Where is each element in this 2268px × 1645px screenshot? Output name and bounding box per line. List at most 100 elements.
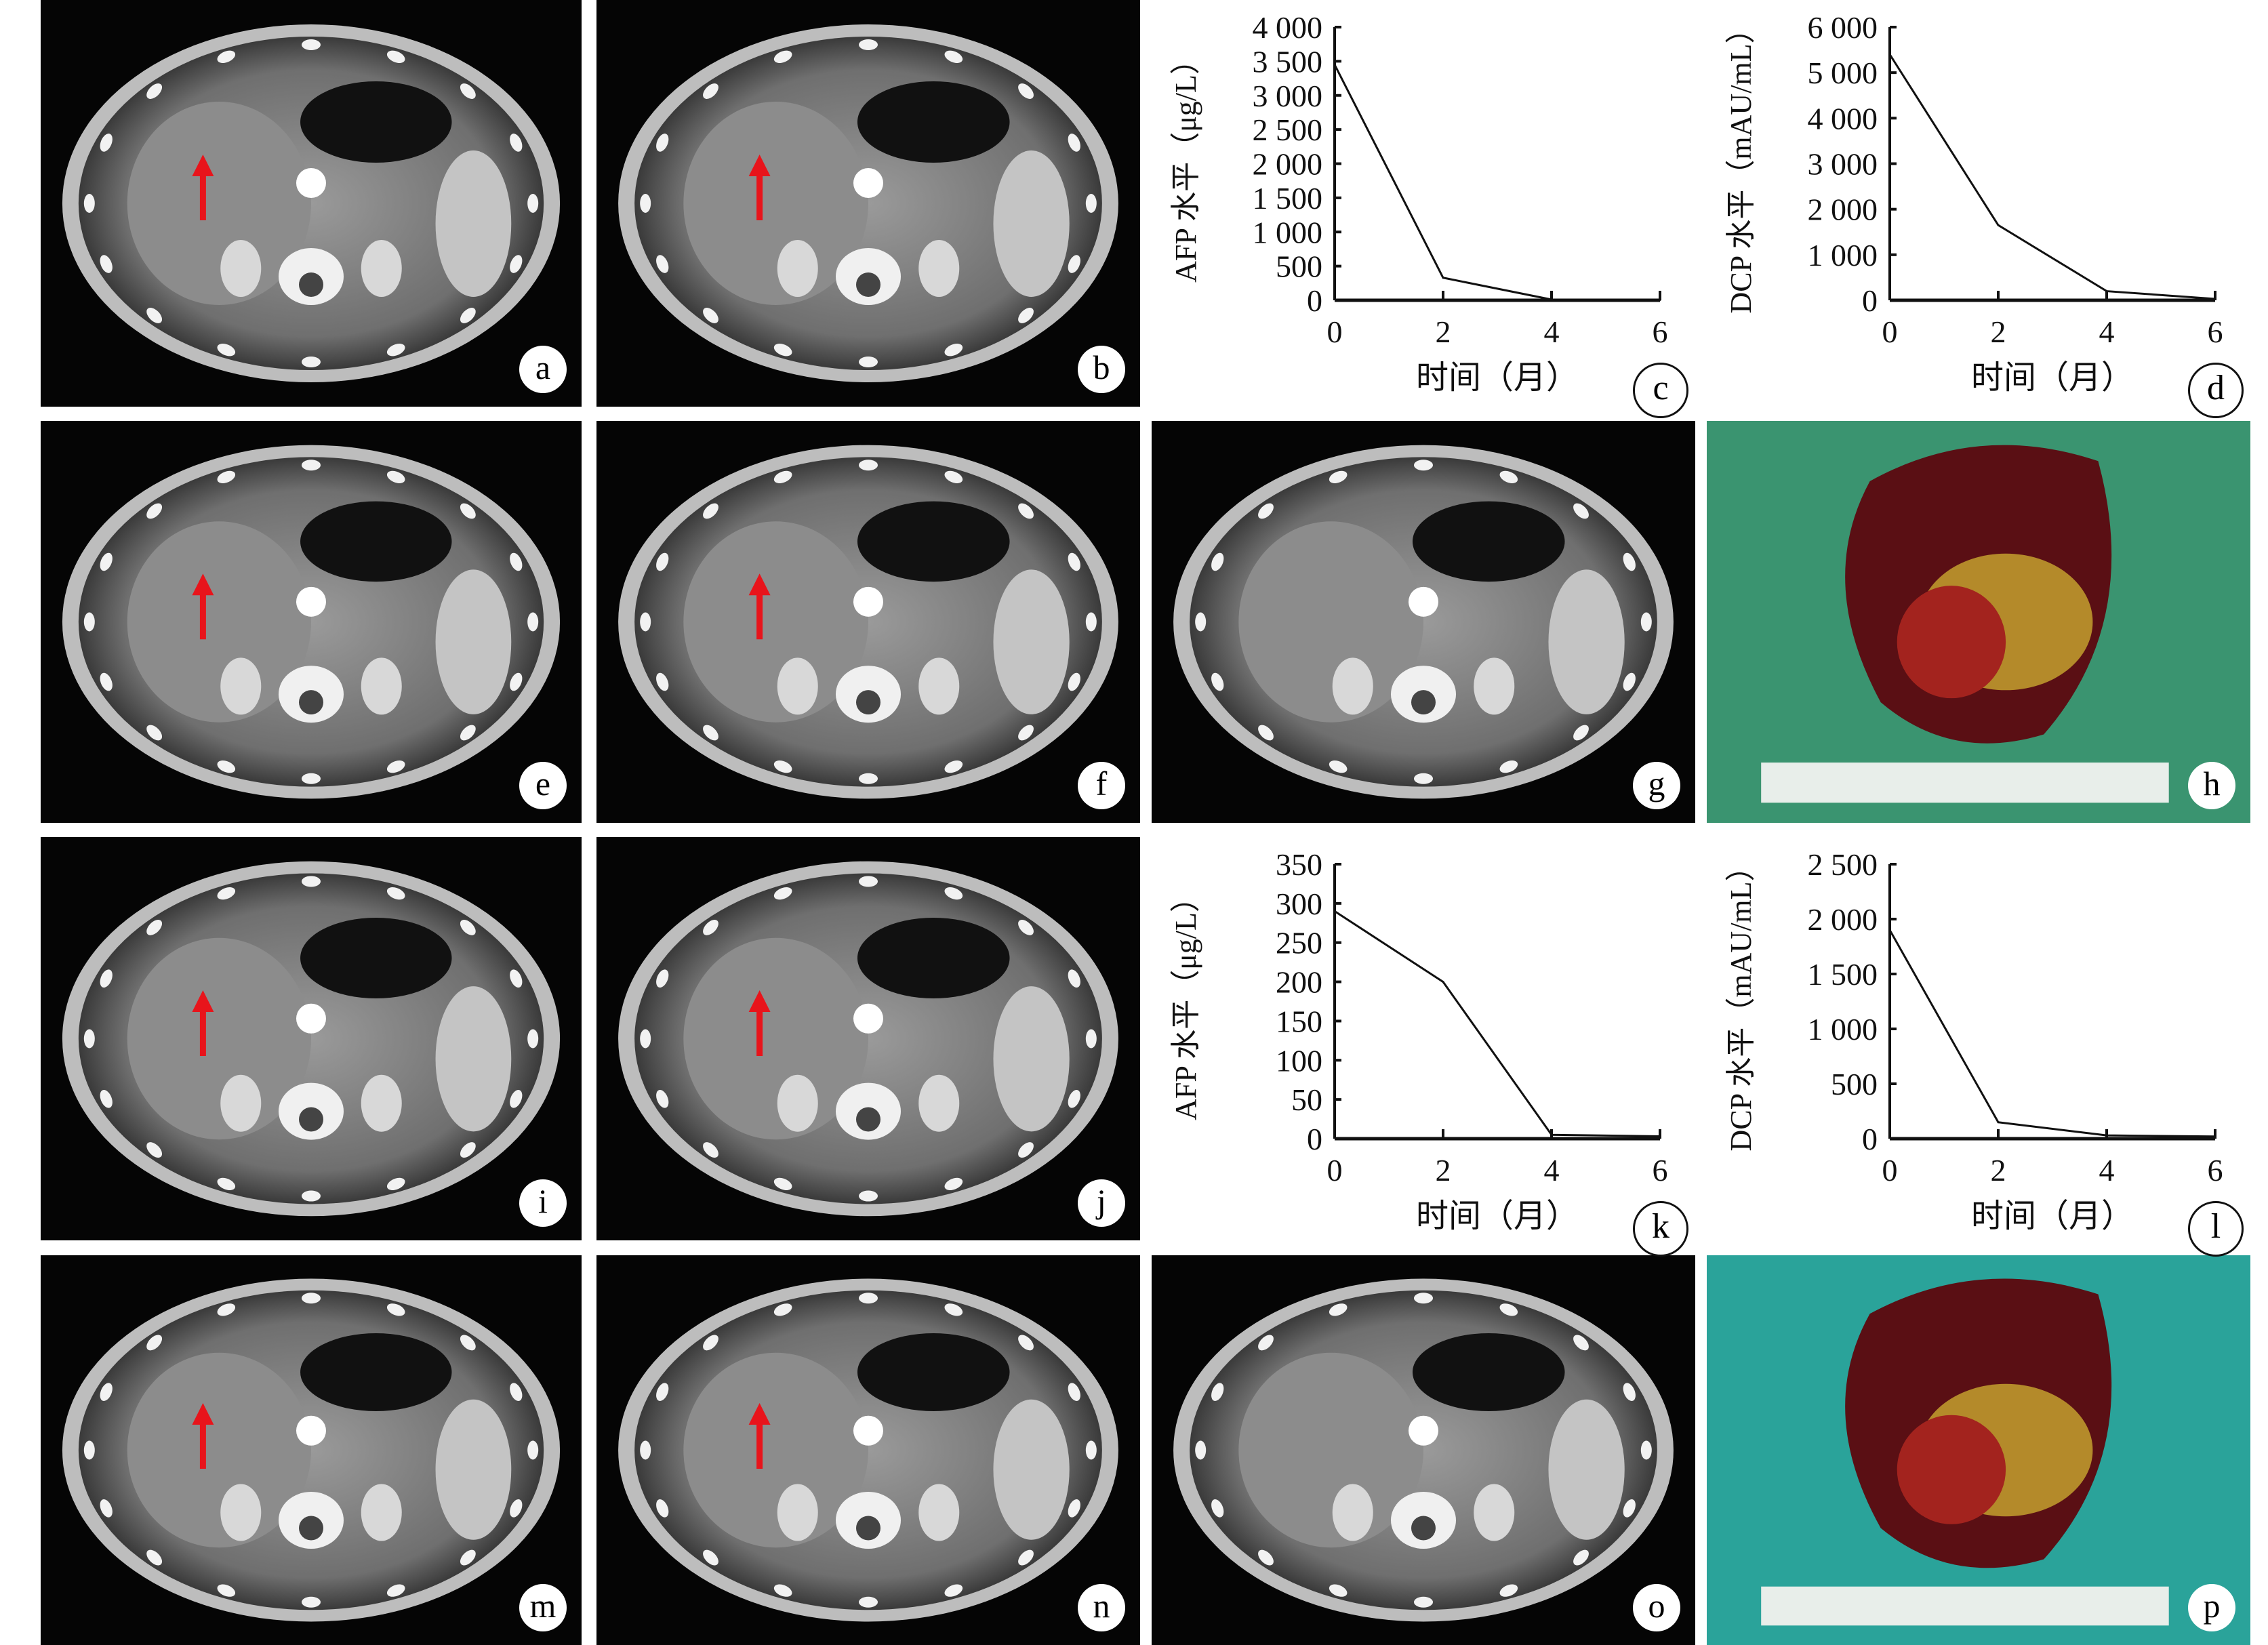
x-tick-label: 2 xyxy=(1991,1153,2006,1187)
data-point xyxy=(1550,298,1553,301)
y-tick-label: 0 xyxy=(1862,1122,1878,1156)
y-tick-label: 150 xyxy=(1276,1004,1322,1038)
panel-label: i xyxy=(519,1179,567,1227)
panel-label: j xyxy=(1078,1179,1125,1227)
panel-label: f xyxy=(1078,762,1125,809)
ct-image-a: a xyxy=(41,0,582,407)
red-arrow-icon xyxy=(192,573,214,640)
y-axis-label: AFP 水平（μg/L） xyxy=(1169,45,1202,283)
y-tick-label: 1 000 xyxy=(1253,215,1323,249)
red-arrow-icon xyxy=(748,1403,771,1469)
ct-image-m: m xyxy=(41,1255,582,1645)
ct-image-g: g xyxy=(1152,421,1695,823)
series-line xyxy=(1888,54,2216,300)
y-tick-label: 2 500 xyxy=(1253,113,1323,147)
data-point xyxy=(1888,53,1891,56)
x-tick-label: 4 xyxy=(2099,1153,2115,1187)
y-tick-label: 350 xyxy=(1276,847,1322,882)
x-tick-label: 4 xyxy=(1544,314,1560,349)
panel-label: a xyxy=(519,346,567,393)
data-point xyxy=(1442,981,1444,983)
line-chart-d: 0 1 000 2 000 3 000 4 000 5 000 6 000 0 2 4 6 DCP 水… xyxy=(1707,0,2250,418)
y-tick-label: 3 000 xyxy=(1253,79,1323,113)
specimen-photo-h: h xyxy=(1707,421,2250,823)
panel-label: k xyxy=(1633,1201,1688,1257)
data-point xyxy=(1997,1121,2000,1124)
x-tick-label: 0 xyxy=(1882,1153,1898,1187)
x-tick-label: 2 xyxy=(1991,314,2006,349)
data-point xyxy=(2214,1135,2216,1138)
x-tick-label: 4 xyxy=(1544,1153,1560,1187)
x-tick-label: 6 xyxy=(1653,314,1668,349)
y-tick-label: 1 000 xyxy=(1808,238,1878,272)
x-axis-label: 时间（月） xyxy=(1971,1198,2134,1234)
y-tick-label: 500 xyxy=(1831,1067,1878,1101)
x-axis-label: 时间（月） xyxy=(1416,360,1579,396)
panel-label: b xyxy=(1078,346,1125,393)
red-arrow-icon xyxy=(748,573,771,640)
panel-label: d xyxy=(2188,363,2244,418)
x-axis-label: 时间（月） xyxy=(1971,360,2134,396)
series-line xyxy=(1333,64,1661,301)
ct-image-o: o xyxy=(1152,1255,1695,1645)
x-tick-label: 2 xyxy=(1436,1153,1451,1187)
y-tick-label: 200 xyxy=(1276,965,1322,1000)
ct-image-n: n xyxy=(596,1255,1140,1645)
panel-label: e xyxy=(519,762,567,809)
red-arrow-icon xyxy=(748,155,771,220)
y-tick-label: 2 000 xyxy=(1253,147,1323,182)
data-point xyxy=(1333,910,1336,912)
red-arrow-icon xyxy=(192,155,214,220)
data-point xyxy=(2214,298,2216,300)
y-tick-label: 250 xyxy=(1276,926,1322,960)
y-axis-label: DCP 水平（mAU/mL） xyxy=(1724,851,1758,1151)
x-tick-label: 0 xyxy=(1882,314,1898,349)
ct-image-i: i xyxy=(41,837,582,1240)
y-tick-label: 50 xyxy=(1291,1082,1322,1117)
y-tick-label: 2 000 xyxy=(1808,192,1878,227)
y-tick-label: 0 xyxy=(1307,1122,1322,1156)
ct-image-e: e xyxy=(41,421,582,823)
x-tick-label: 6 xyxy=(2208,1153,2223,1187)
y-tick-label: 100 xyxy=(1276,1043,1322,1078)
data-point xyxy=(1888,929,1891,931)
panel-label: p xyxy=(2188,1584,2235,1631)
y-tick-label: 500 xyxy=(1276,249,1322,284)
panel-label: m xyxy=(519,1584,567,1631)
y-tick-label: 6 000 xyxy=(1808,10,1878,45)
panel-label: g xyxy=(1633,762,1680,809)
line-chart-l: 0 500 1 000 1 500 2 000 2 500 0 2 4 6 DCP 水平（mAU/m… xyxy=(1707,837,2250,1257)
ct-image-b: b xyxy=(596,0,1140,407)
y-tick-label: 1 500 xyxy=(1808,957,1878,992)
series-line xyxy=(1334,910,1661,1138)
x-tick-label: 6 xyxy=(2208,314,2223,349)
panel-label: n xyxy=(1078,1584,1125,1631)
x-tick-label: 4 xyxy=(2099,314,2115,349)
y-tick-label: 2 000 xyxy=(1808,902,1878,937)
red-arrow-icon xyxy=(192,990,214,1056)
red-arrow-icon xyxy=(192,1403,214,1469)
data-point xyxy=(1550,1133,1553,1136)
specimen-photo-p: p xyxy=(1707,1255,2250,1645)
y-tick-label: 3 500 xyxy=(1253,44,1323,79)
x-tick-label: 0 xyxy=(1327,314,1343,349)
data-point xyxy=(2105,1134,2108,1137)
data-point xyxy=(1659,1135,1661,1138)
y-tick-label: 4 000 xyxy=(1808,101,1878,136)
ct-image-f: f xyxy=(596,421,1140,823)
y-axis-label: AFP 水平（μg/L） xyxy=(1169,882,1202,1120)
y-tick-label: 300 xyxy=(1276,887,1322,921)
data-point xyxy=(2105,290,2108,293)
x-tick-label: 6 xyxy=(1653,1153,1668,1187)
panel-label: c xyxy=(1633,363,1688,418)
red-arrow-icon xyxy=(748,990,771,1056)
series-line xyxy=(1888,929,2216,1138)
y-tick-label: 4 000 xyxy=(1253,10,1323,45)
y-tick-label: 0 xyxy=(1862,283,1878,318)
data-point xyxy=(1997,224,2000,226)
ct-image-j: j xyxy=(596,837,1140,1240)
data-point xyxy=(1442,277,1444,279)
y-tick-label: 5 000 xyxy=(1808,56,1878,90)
x-axis-label: 时间（月） xyxy=(1416,1198,1579,1234)
panel-label: h xyxy=(2188,762,2235,809)
